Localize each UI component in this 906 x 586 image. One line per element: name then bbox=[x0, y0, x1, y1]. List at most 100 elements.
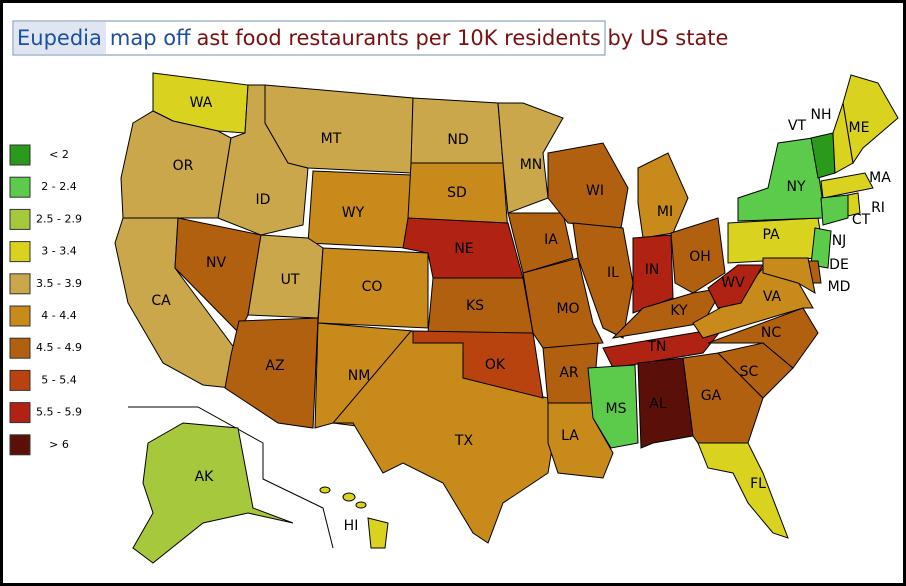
state-label: IL bbox=[607, 265, 619, 281]
state-label: WY bbox=[342, 205, 365, 221]
legend-swatch bbox=[9, 305, 31, 327]
brand: Eupedia bbox=[17, 26, 102, 50]
legend-swatch bbox=[9, 273, 31, 295]
state-shape bbox=[847, 192, 861, 217]
legend-swatch bbox=[9, 337, 31, 359]
state-label: UT bbox=[281, 272, 300, 288]
state-shape bbox=[410, 97, 504, 164]
state-label: DE bbox=[829, 257, 849, 273]
state-label: VT bbox=[788, 118, 807, 134]
state-label: OK bbox=[485, 357, 506, 373]
legend-label: 5.5 - 5.9 bbox=[36, 406, 82, 419]
title-box bbox=[12, 20, 606, 56]
state-label: MO bbox=[556, 301, 579, 317]
state-label: TX bbox=[454, 433, 474, 449]
state-label: FL bbox=[750, 476, 766, 492]
state-label: WA bbox=[190, 95, 213, 111]
state-shape bbox=[707, 307, 819, 369]
state-label: NH bbox=[811, 107, 832, 123]
legend-swatch bbox=[9, 208, 31, 230]
legend-swatch bbox=[9, 176, 31, 198]
state-label: RI bbox=[871, 200, 885, 216]
state-shape bbox=[762, 257, 816, 294]
state-shape bbox=[632, 234, 674, 314]
state-label: KS bbox=[466, 298, 484, 314]
state-label: PA bbox=[762, 227, 780, 243]
legend-swatch bbox=[9, 402, 31, 424]
state-shape bbox=[737, 137, 824, 222]
state-label: MN bbox=[520, 157, 543, 173]
state-label: NC bbox=[761, 325, 781, 341]
state-label: NY bbox=[786, 179, 805, 195]
state-label: CT bbox=[852, 212, 871, 228]
state-label: AZ bbox=[265, 358, 284, 374]
legend-label: < 2 bbox=[49, 148, 69, 161]
state-label: CA bbox=[151, 293, 171, 309]
legend-label: > 6 bbox=[49, 438, 69, 451]
legend-swatch bbox=[9, 434, 31, 456]
state-label: VA bbox=[763, 289, 782, 305]
state-shape bbox=[507, 212, 574, 274]
legend-swatch bbox=[9, 241, 31, 263]
legend-label: 4.5 - 4.9 bbox=[36, 341, 82, 354]
logo-bg bbox=[14, 22, 106, 54]
state-label: SC bbox=[740, 364, 759, 380]
state-label: WV bbox=[721, 275, 745, 291]
state-shape bbox=[572, 222, 634, 339]
state-shape bbox=[820, 172, 874, 199]
legend-label: 4 - 4.4 bbox=[41, 309, 76, 322]
state-shape bbox=[497, 102, 564, 214]
legend-label: 5 - 5.4 bbox=[41, 373, 76, 386]
legend-swatch bbox=[9, 369, 31, 391]
hawaii-islands bbox=[319, 486, 367, 509]
state-label: AL bbox=[649, 396, 667, 412]
state-label: NM bbox=[348, 368, 371, 384]
state-label: MI bbox=[657, 204, 673, 220]
state-shape bbox=[602, 327, 725, 369]
map-title: Eupedia map of fast food restaurants per 1… bbox=[17, 26, 728, 50]
state-shape bbox=[810, 227, 832, 269]
state-shape bbox=[842, 74, 899, 165]
state-label: OR bbox=[173, 158, 194, 174]
states: WA OR CA NV ID MT WY UT AZ CO NM TX ND SD NE KS OK MN IA MO… bbox=[114, 72, 899, 564]
legend-label: 3 - 3.4 bbox=[41, 245, 76, 258]
state-label: ME bbox=[849, 120, 870, 136]
state-shape bbox=[587, 364, 639, 449]
state-label: NV bbox=[206, 255, 226, 271]
state-shape bbox=[707, 264, 764, 309]
legend-label: 3.5 - 3.9 bbox=[36, 277, 82, 290]
state-shape bbox=[264, 84, 414, 174]
state-label: MT bbox=[321, 131, 342, 147]
state-label: MD bbox=[828, 279, 851, 295]
state-label: CO bbox=[362, 279, 383, 295]
state-label: KY bbox=[670, 303, 688, 319]
state-label: ID bbox=[256, 192, 271, 208]
inset-border bbox=[128, 406, 334, 549]
state-label: IN bbox=[645, 262, 660, 278]
legend: < 2 2 - 2.4 2.5 - 2.9 3 - 3.4 3.5 - 3.9 4 - 4… bbox=[9, 144, 82, 456]
state-label: MS bbox=[606, 401, 627, 417]
state-shape bbox=[132, 422, 294, 564]
legend-label: 2.5 - 2.9 bbox=[36, 212, 82, 225]
state-label: NE bbox=[454, 241, 473, 257]
state-label: AR bbox=[559, 365, 579, 381]
title-prefix: map of bbox=[110, 26, 191, 50]
state-label: OH bbox=[689, 249, 711, 265]
state-label: LA bbox=[561, 428, 579, 444]
state-shape bbox=[697, 442, 789, 539]
state-label: HI bbox=[344, 518, 359, 534]
state-shape bbox=[367, 517, 389, 549]
legend-label: 2 - 2.4 bbox=[41, 180, 76, 193]
title-subject: fast food restaurants per 10K residents … bbox=[197, 26, 729, 50]
state-label: IA bbox=[544, 232, 558, 248]
state-label: SD bbox=[447, 185, 467, 201]
state-label: MA bbox=[869, 170, 891, 186]
state-shape bbox=[637, 152, 689, 239]
legend-swatch bbox=[9, 144, 31, 166]
state-shape bbox=[820, 194, 849, 226]
state-label: GA bbox=[701, 388, 722, 404]
state-label: NJ bbox=[832, 233, 847, 249]
state-label: TN bbox=[646, 339, 666, 355]
map: Eupedia map of fast food restaurants per 1… bbox=[9, 20, 899, 564]
